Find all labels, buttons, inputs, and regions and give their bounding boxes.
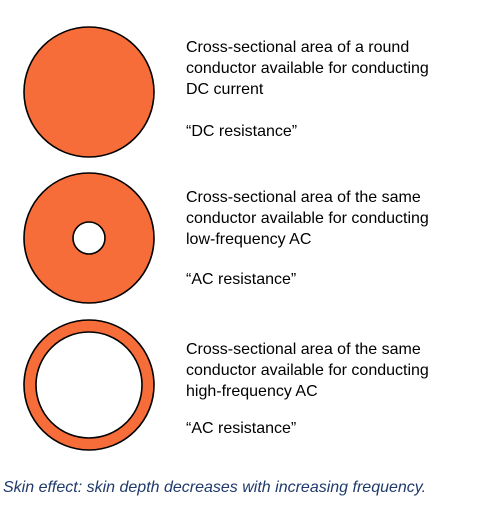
low-frequency-conductor-cross-section [23,172,155,304]
low-frequency-ac-row: Cross-sectional area of the same conduct… [0,171,496,321]
low-frequency-description: Cross-sectional area of the same conduct… [186,189,429,248]
high-frequency-resistance-label: “AC resistance” [186,420,297,437]
dc-resistance-label: “DC resistance” [186,123,298,140]
low-frequency-resistance-label: “AC resistance” [186,271,297,288]
dc-row: Cross-sectional area of a round conducto… [0,25,496,175]
dc-description: Cross-sectional area of a round conducto… [186,39,429,98]
solid-conductor-cross-section [23,26,155,158]
high-frequency-ac-row: Cross-sectional area of the same conduct… [0,318,496,468]
figure-caption: Skin effect: skin depth decreases with i… [3,479,427,496]
high-frequency-description: Cross-sectional area of the same conduct… [186,341,429,400]
high-frequency-conductor-cross-section [23,319,155,451]
